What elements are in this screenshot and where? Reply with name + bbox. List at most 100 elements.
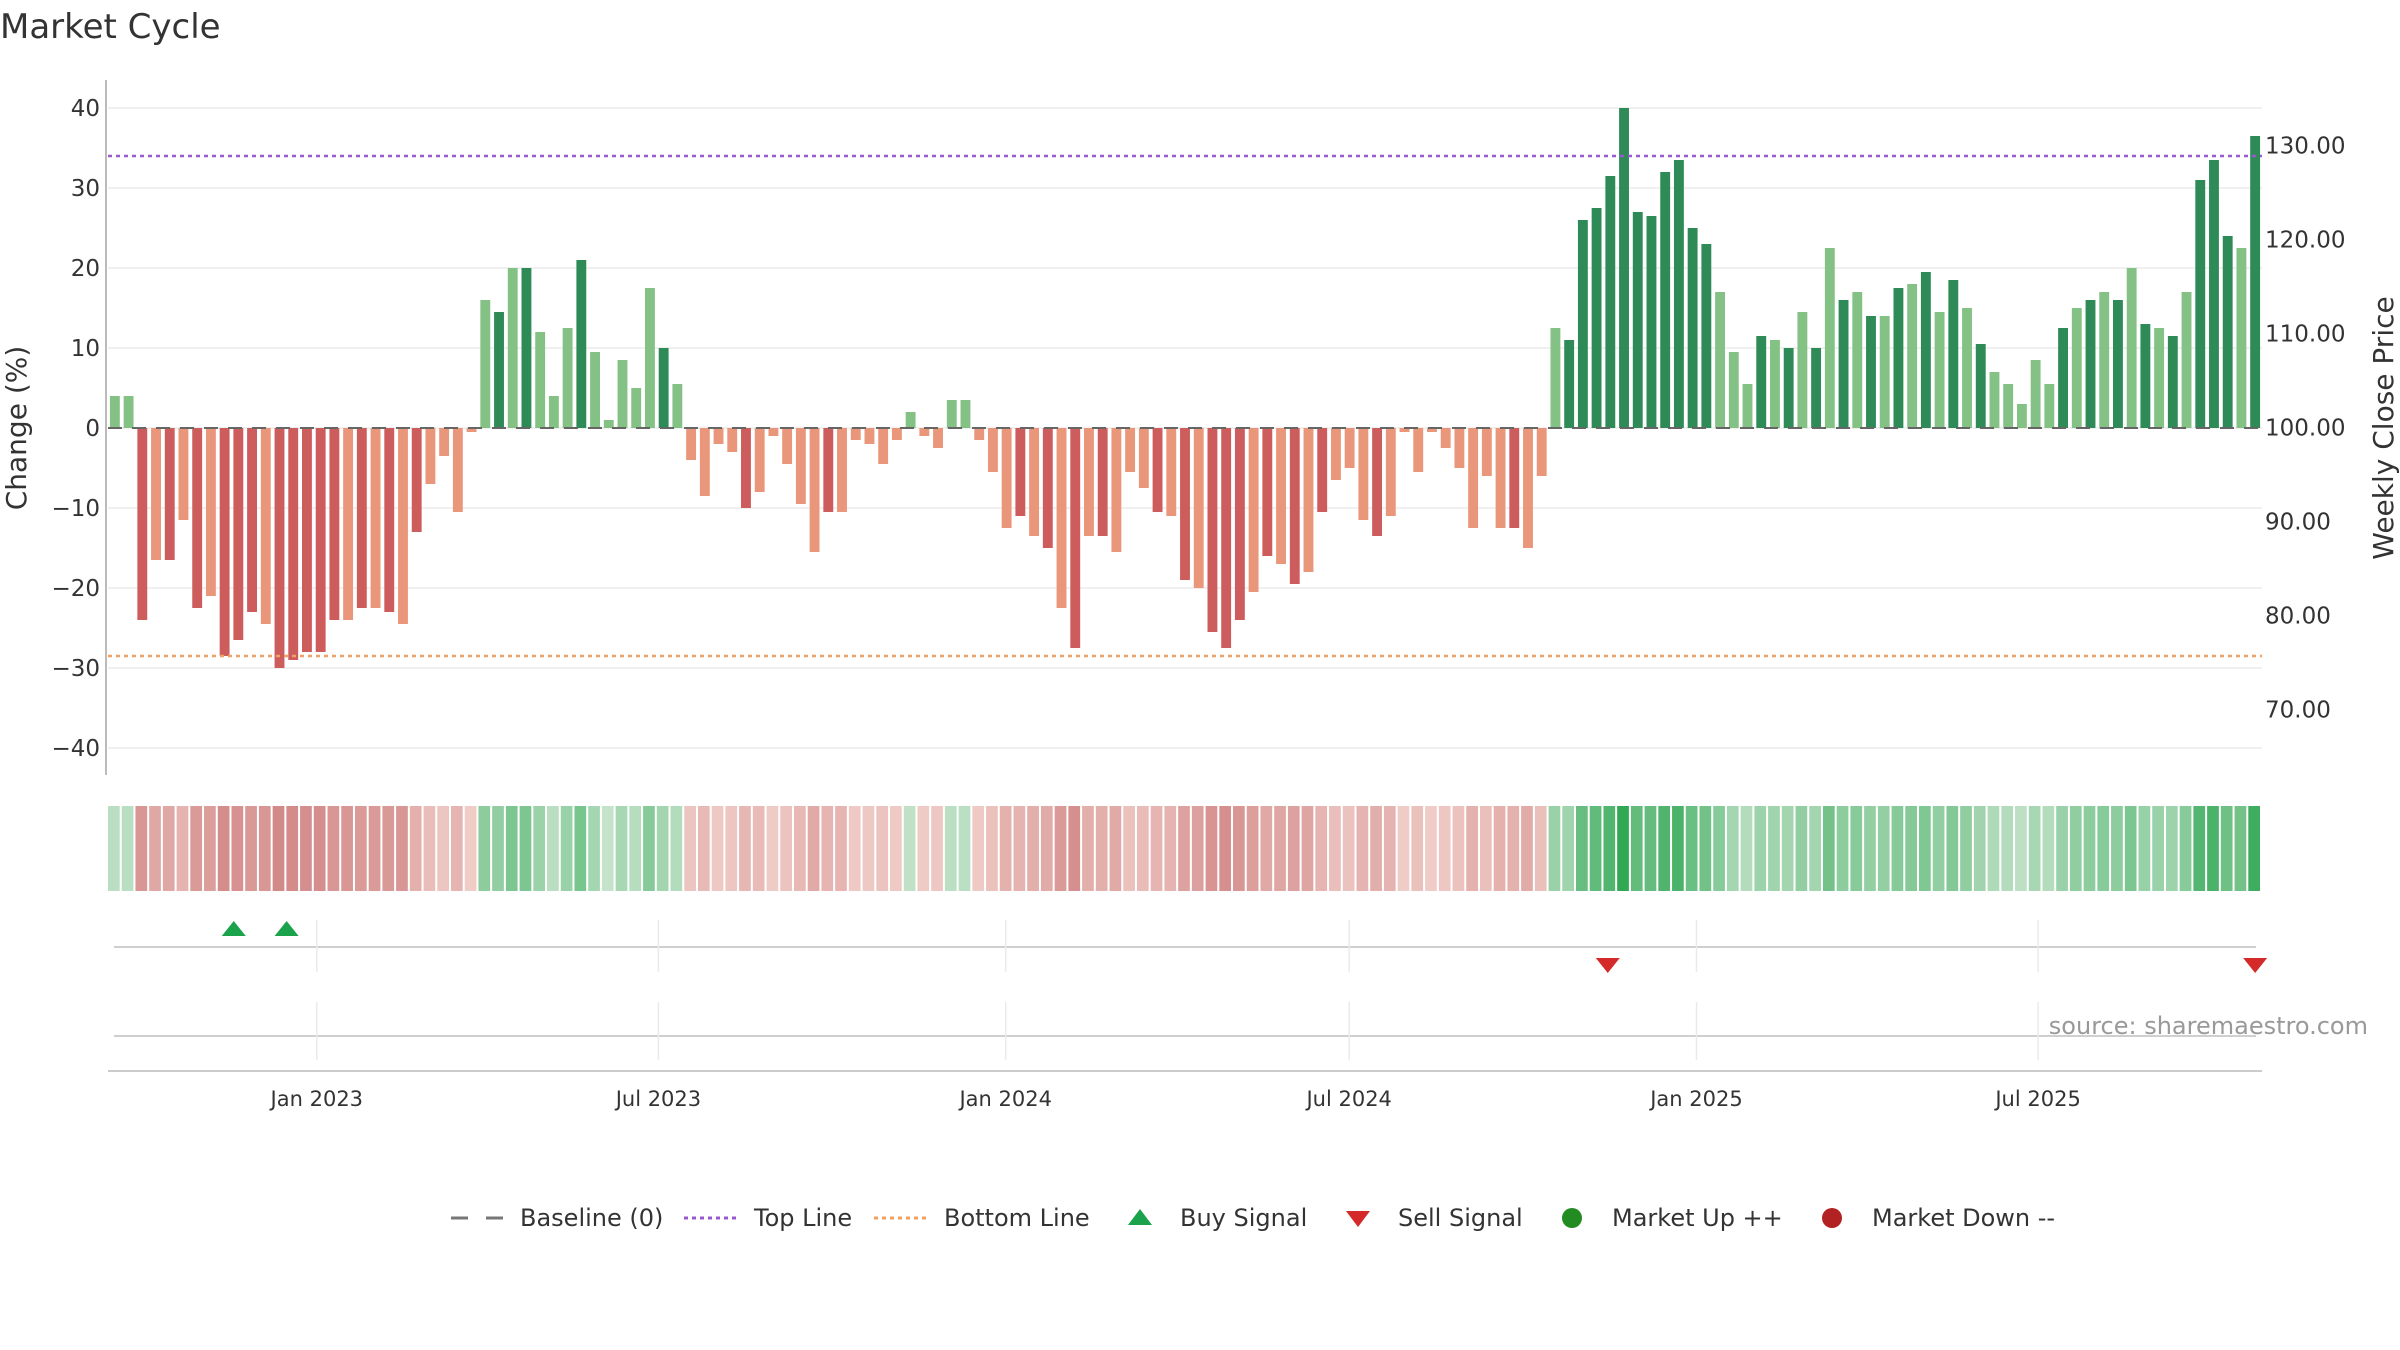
heat-cell [1301,806,1314,891]
heat-cell [1013,806,1026,891]
x-tick-label: Jan 2025 [1648,1087,1743,1111]
heat-cell [629,806,642,891]
market-up-dot-icon [1562,1208,1582,1228]
legend-buy: Buy Signal [1128,1204,1307,1232]
change-bar [1783,348,1794,428]
heat-cell [1726,806,1739,891]
change-bar [1276,428,1286,564]
change-bar [1893,288,1904,428]
heat-cell [2083,806,2096,891]
heat-cell [1466,806,1478,891]
heat-cell [1397,806,1410,891]
heat-cell [1644,806,1657,891]
heat-cell [464,806,477,891]
legend-sell-label: Sell Signal [1398,1204,1523,1232]
heat-cell [958,806,971,891]
change-bar [384,428,395,612]
change-bar [672,384,683,428]
heat-cell [1479,806,1492,891]
change-bar [274,428,285,668]
y-axis-title: Change (%) [0,346,33,511]
change-bar [1138,428,1149,488]
change-bar [1330,428,1341,480]
change-bar [1166,428,1177,516]
heat-cell [780,806,792,891]
y-tick-label: 10 [71,336,100,362]
change-bar [1852,292,1863,428]
heat-cell [1987,806,2000,891]
change-bar [1317,428,1328,512]
heat-cell [1534,806,1547,891]
change-bar [411,428,422,532]
change-bar [425,428,436,484]
legend-market-up-label: Market Up ++ [1612,1204,1783,1232]
change-bar [699,428,710,496]
heat-cell [149,806,161,891]
change-bar [164,428,175,560]
legend-bottom-line: Bottom Line [874,1204,1090,1232]
y-tick-label: 0 [85,416,100,442]
change-bar [1728,352,1739,428]
change-bar [1234,428,1245,620]
reference-lines [108,154,2262,658]
change-bar [878,428,889,464]
right-y-axis: 70.00 80.00 90.00 100.00 110.00 120.00 130.00 [2265,134,2345,724]
change-bar [1550,328,1561,428]
heat-cell [1164,806,1177,891]
heat-cell [890,806,902,891]
change-bar [2044,384,2055,428]
heat-cell [615,806,628,891]
y2-tick-label: 80.00 [2265,603,2331,629]
x-tick-label: Jul 2023 [614,1087,701,1111]
heat-cell [1027,806,1039,891]
change-bar [1221,428,1232,648]
heat-cell [409,806,422,891]
change-bar [548,396,559,428]
change-bar [1673,160,1684,428]
change-bar [1701,244,1712,428]
change-bar [1454,428,1465,468]
heat-cell [1233,806,1245,891]
heat-cell [999,806,1012,891]
legend-market-down-label: Market Down -- [1872,1204,2055,1232]
y-tick-label: −20 [51,576,100,602]
heat-cell [1068,806,1081,891]
change-bar [562,328,573,428]
heat-cell [684,806,696,891]
heat-cell [643,806,655,891]
heat-cell [1370,806,1382,891]
change-bar [1125,428,1136,472]
heat-cell [697,806,710,891]
change-bar [1440,428,1451,448]
change-bar [137,428,148,620]
heat-cell [1672,806,1684,891]
change-bar [1468,428,1479,528]
heat-cell [793,806,806,891]
heat-cell [739,806,751,891]
heat-cell [1891,806,1904,891]
heat-cell [1246,806,1259,891]
heat-cell [423,806,436,891]
change-bar [644,288,655,428]
heat-cell [862,806,875,891]
change-bar [2099,292,2110,428]
change-bar [919,428,930,436]
y2-tick-label: 110.00 [2265,322,2345,348]
change-bar [1070,428,1081,648]
change-bar [1015,428,1026,516]
change-bar [1756,336,1767,428]
heat-cell [1356,806,1369,891]
change-bar [864,428,875,444]
heat-cell [1082,806,1094,891]
change-bar [1646,216,1657,428]
change-bar [1989,372,2000,428]
change-bar [233,428,244,640]
legend-baseline-label: Baseline (0) [520,1204,663,1232]
change-bar [617,360,628,428]
change-bar [2195,180,2206,428]
change-bar [2140,324,2151,428]
change-bar [1564,340,1575,428]
change-bar [2167,336,2178,428]
heat-cell [1754,806,1767,891]
change-bar [535,332,546,428]
